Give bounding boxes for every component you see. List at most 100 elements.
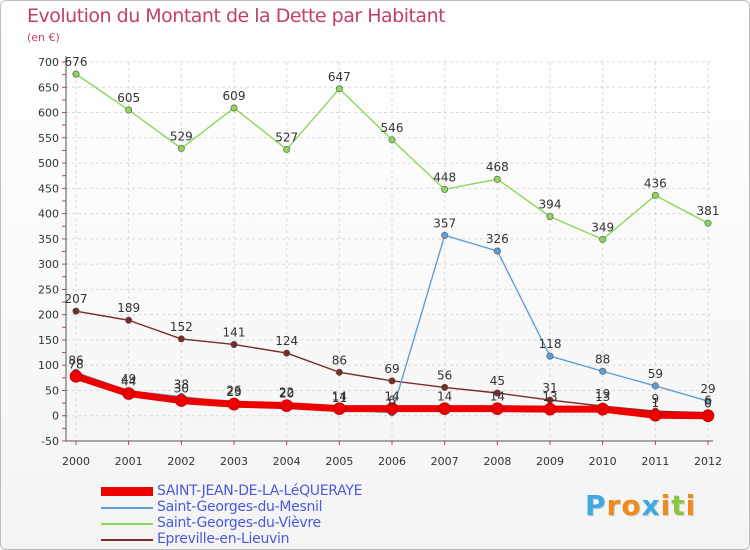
x-tick-label: 2008 (483, 455, 511, 468)
data-point (649, 408, 662, 422)
data-point (177, 144, 185, 152)
axes: -500501001502002503003504004505005506006… (38, 56, 722, 468)
data-label: 124 (275, 334, 298, 348)
data-point (333, 402, 346, 415)
data-label: 647 (328, 70, 351, 84)
x-tick-label: 2002 (167, 455, 195, 468)
x-tick-label: 2005 (325, 455, 353, 468)
data-point (230, 104, 238, 112)
data-point (599, 235, 607, 243)
data-label: 38 (174, 378, 189, 392)
data-label: 59 (648, 367, 663, 381)
data-point (441, 185, 449, 193)
data-point (125, 316, 133, 324)
x-tick-label: 2007 (431, 455, 459, 468)
data-label: 326 (486, 232, 509, 246)
legend-swatch (101, 487, 153, 496)
y-tick-label: 0 (52, 410, 59, 423)
data-label: 29 (700, 382, 715, 396)
x-tick-label: 2001 (115, 455, 143, 468)
data-point (72, 70, 80, 78)
data-label: 11 (332, 391, 347, 405)
data-label: 1 (652, 396, 660, 410)
data-label: 69 (384, 362, 399, 376)
y-tick-label: 650 (38, 81, 59, 94)
data-point (122, 387, 135, 400)
data-point (546, 352, 554, 360)
data-point (335, 368, 343, 376)
data-point (704, 397, 712, 405)
data-label: 22 (279, 386, 294, 400)
data-label: 609 (223, 89, 246, 103)
x-tick-label: 2003 (220, 455, 248, 468)
data-label: 189 (117, 301, 140, 315)
logo-letter: o (621, 489, 642, 522)
data-point (491, 402, 504, 415)
data-label: 30 (174, 382, 189, 396)
legend-swatch (101, 523, 153, 525)
data-point (175, 394, 188, 407)
data-point (69, 370, 83, 383)
data-point (493, 175, 501, 183)
proxiti-logo: Proxiti (585, 489, 696, 522)
y-tick-label: -50 (41, 435, 59, 448)
y-tick-label: 700 (38, 56, 59, 69)
data-point (441, 231, 449, 239)
y-tick-label: 500 (38, 157, 59, 170)
data-label: 676 (65, 55, 88, 69)
data-label: 349 (591, 220, 614, 234)
data-label: 20 (279, 387, 294, 401)
legend-swatch (101, 507, 153, 509)
data-point (72, 307, 80, 315)
data-label: 141 (223, 325, 246, 339)
data-label: 381 (697, 204, 720, 218)
data-label: 152 (170, 320, 193, 334)
y-tick-label: 300 (38, 258, 59, 271)
data-point (177, 335, 185, 343)
data-point (704, 219, 712, 227)
data-label: 86 (332, 353, 347, 367)
logo-letter: t (671, 489, 686, 522)
y-tick-label: 250 (38, 283, 59, 296)
data-point (335, 85, 343, 93)
data-label: 88 (595, 352, 610, 366)
data-point (493, 247, 501, 255)
logo-letter: i (660, 489, 672, 522)
y-tick-label: 150 (38, 334, 59, 347)
chart-title: Evolution du Montant de la Dette par Hab… (27, 5, 446, 27)
data-point (388, 136, 396, 144)
logo-letter: i (685, 489, 697, 522)
data-label: 468 (486, 160, 509, 174)
x-tick-label: 2009 (536, 455, 564, 468)
legend-swatch (101, 539, 153, 541)
data-label: 118 (539, 337, 562, 351)
series-2 (72, 70, 712, 243)
data-point (596, 402, 609, 416)
data-label: 6 (704, 394, 712, 408)
data-label: 56 (437, 368, 452, 382)
data-label: 394 (539, 198, 562, 212)
data-label: 14 (384, 390, 399, 404)
data-label: 78 (68, 357, 83, 371)
data-point (280, 399, 293, 412)
data-point (230, 340, 238, 348)
data-point (546, 213, 554, 221)
data-point (438, 402, 451, 415)
grid (66, 61, 713, 442)
logo-letter: P (585, 489, 607, 522)
y-tick-label: 100 (38, 359, 59, 372)
x-tick-label: 2004 (273, 455, 301, 468)
data-point (701, 409, 715, 423)
data-label: 9 (652, 392, 660, 406)
logo-letter: x (641, 489, 661, 522)
data-label: 605 (117, 91, 140, 105)
data-label: 436 (644, 176, 667, 190)
data-label: 14 (437, 390, 452, 404)
data-label: 448 (433, 170, 456, 184)
logo-letter: r (606, 489, 622, 522)
y-tick-label: 550 (38, 132, 59, 145)
x-tick-label: 2012 (694, 455, 722, 468)
data-point (283, 349, 291, 357)
data-point (441, 383, 449, 391)
